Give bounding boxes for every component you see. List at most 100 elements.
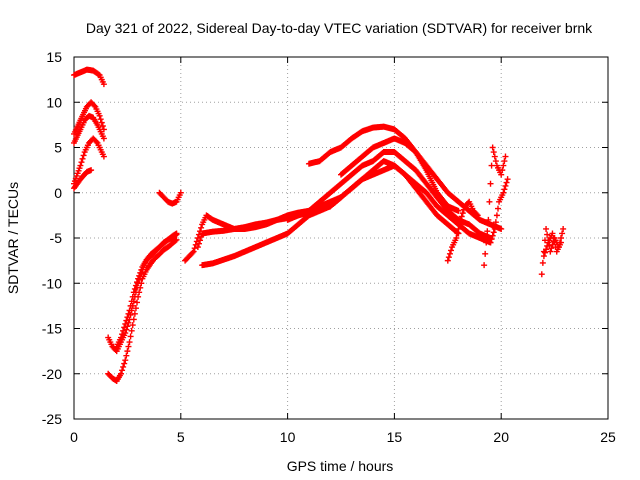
data-point [448, 247, 455, 254]
data-point [80, 152, 87, 159]
series-s4 [71, 135, 107, 187]
x-tick-label: 25 [600, 429, 616, 445]
data-point [126, 307, 133, 314]
grid [74, 57, 608, 419]
series-s1 [71, 66, 107, 88]
data-point [100, 153, 107, 160]
data-point [491, 153, 498, 160]
data-point [191, 245, 198, 252]
y-tick-label: 0 [54, 185, 62, 201]
data-point [189, 249, 196, 256]
y-tick-label: 10 [46, 94, 62, 110]
data-point [492, 219, 499, 226]
data-point [502, 182, 509, 189]
data-point [487, 239, 494, 246]
data-point [544, 231, 551, 238]
y-tick-label: -20 [42, 366, 62, 382]
data-point [124, 348, 131, 355]
data-point [498, 225, 505, 232]
data-point [79, 155, 86, 162]
data-point [119, 331, 126, 338]
series-s8 [113, 230, 180, 350]
series-s11 [194, 158, 462, 251]
data-point [489, 232, 496, 239]
data-point [93, 138, 100, 145]
data-point [541, 249, 548, 256]
data-point [492, 158, 499, 165]
data-point [177, 189, 184, 196]
data-point [486, 198, 493, 205]
data-point [550, 235, 557, 241]
data-point [539, 259, 546, 266]
data-point [488, 236, 495, 243]
data-point [488, 162, 495, 169]
y-tick-label: -10 [42, 275, 62, 291]
data-point [100, 81, 107, 88]
data-point [544, 242, 551, 249]
data-point [127, 302, 134, 309]
data-point [122, 357, 129, 364]
data-point [538, 271, 545, 278]
data-point [123, 352, 130, 359]
data-point [190, 248, 197, 255]
data-point [132, 305, 139, 312]
data-point [124, 314, 131, 321]
data-point [134, 299, 141, 306]
data-point [125, 310, 132, 317]
data-point [135, 275, 142, 282]
data-point [129, 293, 136, 300]
data-point [97, 116, 104, 123]
data-point [78, 159, 85, 166]
series-s3 [71, 112, 107, 146]
data-point [444, 257, 451, 264]
data-point [453, 235, 460, 241]
series-s18 [487, 176, 511, 246]
data-point [558, 239, 565, 246]
x-tick-label: 10 [280, 429, 296, 445]
data-points [71, 66, 567, 384]
data-point [543, 246, 550, 253]
data-point [131, 310, 138, 317]
data-point [498, 171, 505, 178]
data-point [134, 279, 141, 286]
data-point [117, 370, 124, 377]
data-point [456, 221, 463, 228]
data-point [484, 228, 491, 235]
data-point [500, 189, 507, 196]
data-point [455, 225, 462, 232]
data-point [172, 237, 179, 244]
data-point [125, 343, 132, 350]
data-point [96, 112, 103, 119]
data-point [454, 230, 461, 237]
data-point [195, 240, 202, 247]
data-point [100, 135, 107, 142]
y-tick-label: -5 [50, 230, 63, 246]
data-point [129, 322, 136, 329]
data-point [487, 180, 494, 187]
series-s17 [481, 144, 509, 269]
data-point [136, 272, 143, 279]
data-point [500, 162, 507, 169]
data-point [173, 236, 180, 243]
data-point [501, 186, 508, 193]
data-point [445, 254, 452, 261]
x-axis-label: GPS time / hours [287, 458, 394, 474]
data-point [485, 216, 492, 223]
data-point [98, 119, 105, 126]
data-point [123, 317, 130, 324]
data-point [130, 289, 137, 296]
data-point [493, 212, 500, 219]
data-point [132, 282, 139, 289]
data-point [194, 244, 201, 251]
data-point [481, 262, 488, 269]
data-point [457, 216, 464, 223]
data-point [548, 245, 555, 252]
data-point [503, 179, 510, 186]
series-s15 [338, 135, 505, 232]
data-point [198, 233, 205, 240]
data-point [197, 237, 204, 244]
data-point [126, 339, 133, 346]
data-point [173, 230, 180, 237]
data-point [460, 206, 467, 213]
